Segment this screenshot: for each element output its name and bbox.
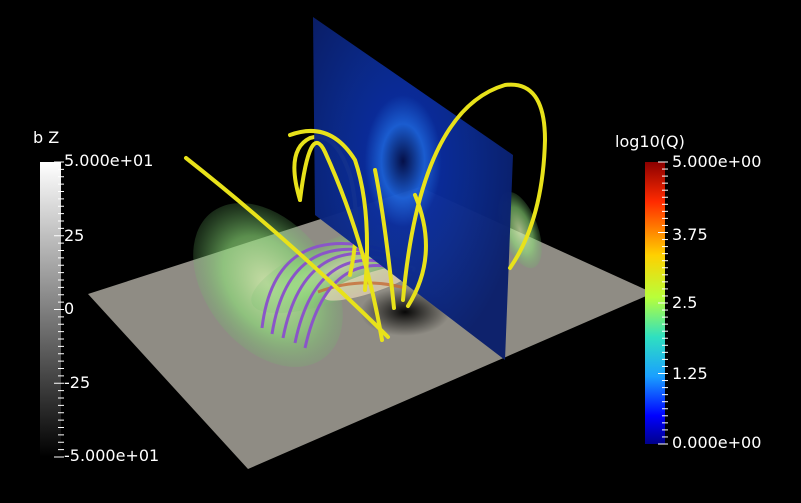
slice-plane — [313, 17, 513, 360]
q-scalar-bar — [645, 161, 668, 445]
bz-label-0: 0 — [64, 299, 75, 318]
bz-label-min: -5.000e+01 — [64, 446, 160, 465]
q-label-375: 3.75 — [672, 225, 708, 244]
q-bar-title: log10(Q) — [615, 132, 685, 151]
bz-label-max: 5.000e+01 — [64, 151, 154, 170]
bz-bar-title: b Z — [33, 128, 60, 147]
q-label-25: 2.5 — [672, 293, 698, 312]
bz-ticks — [54, 161, 64, 458]
field-lines-yellow-front — [184, 82, 548, 342]
bz-scalar-bar — [40, 161, 64, 458]
bz-label-25: 25 — [64, 226, 85, 245]
q-label-min: 0.000e+00 — [672, 433, 762, 452]
q-label-125: 1.25 — [672, 364, 708, 383]
q-label-max: 5.000e+00 — [672, 152, 762, 171]
q-ticks — [658, 161, 668, 445]
bz-label-neg25: -25 — [64, 373, 91, 392]
